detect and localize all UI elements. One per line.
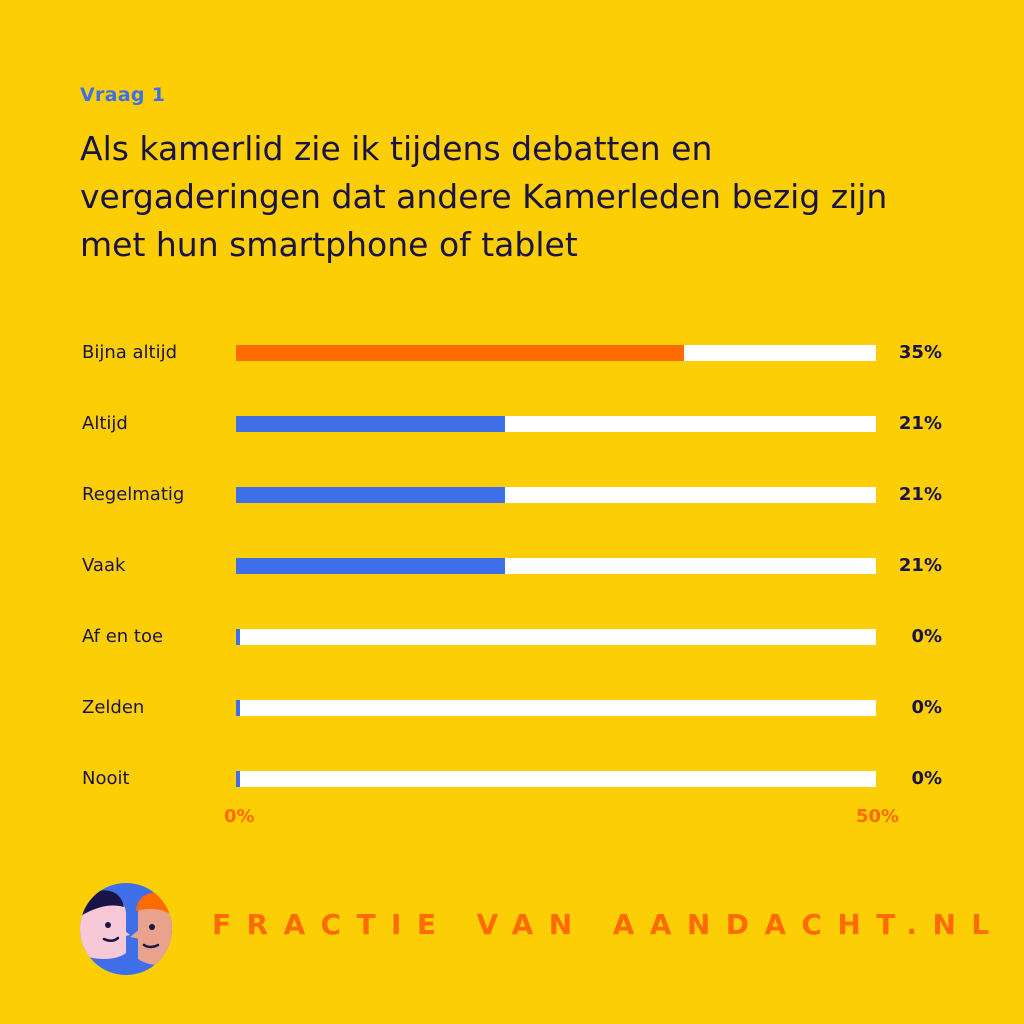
category-label: Bijna altijd — [82, 342, 178, 363]
x-tick-label: 0% — [224, 806, 255, 827]
bar — [236, 629, 240, 645]
bar — [236, 700, 240, 716]
bar-track — [236, 345, 876, 361]
value-label: 35% — [898, 342, 942, 363]
chart-row: Vaak 21% — [0, 546, 1024, 586]
chart-row: Bijna altijd 35% — [0, 333, 1024, 373]
value-label: 0% — [911, 697, 942, 718]
bar — [236, 771, 240, 787]
two-faces-logo-icon — [80, 883, 172, 975]
chart-row: Nooit 0% — [0, 759, 1024, 799]
chart-row: Regelmatig 21% — [0, 475, 1024, 515]
value-label: 21% — [898, 484, 942, 505]
bar-track — [236, 700, 876, 716]
bar — [236, 487, 505, 503]
question-label: Vraag 1 — [80, 84, 166, 106]
question-title: Als kamerlid zie ik tijdens debatten en … — [80, 129, 888, 264]
chart-row: Altijd 21% — [0, 404, 1024, 444]
bar-track — [236, 558, 876, 574]
bar-track — [236, 416, 876, 432]
category-label: Altijd — [82, 413, 128, 434]
bar-track — [236, 771, 876, 787]
bar-track — [236, 487, 876, 503]
category-label: Zelden — [82, 697, 145, 718]
value-label: 0% — [911, 768, 942, 789]
value-label: 21% — [898, 555, 942, 576]
category-label: Regelmatig — [82, 484, 185, 505]
category-label: Vaak — [82, 555, 126, 576]
brand-wordmark[interactable]: FRACTIE VAN AANDACHT.NL — [212, 908, 1005, 941]
category-label: Af en toe — [82, 626, 164, 647]
value-label: 0% — [911, 626, 942, 647]
chart-row: Af en toe 0% — [0, 617, 1024, 657]
bar-track — [236, 629, 876, 645]
bar — [236, 558, 505, 574]
x-tick-label: 50% — [856, 806, 900, 827]
bar — [236, 345, 684, 361]
value-label: 21% — [898, 413, 942, 434]
category-label: Nooit — [82, 768, 130, 789]
chart-row: Zelden 0% — [0, 688, 1024, 728]
bar — [236, 416, 505, 432]
